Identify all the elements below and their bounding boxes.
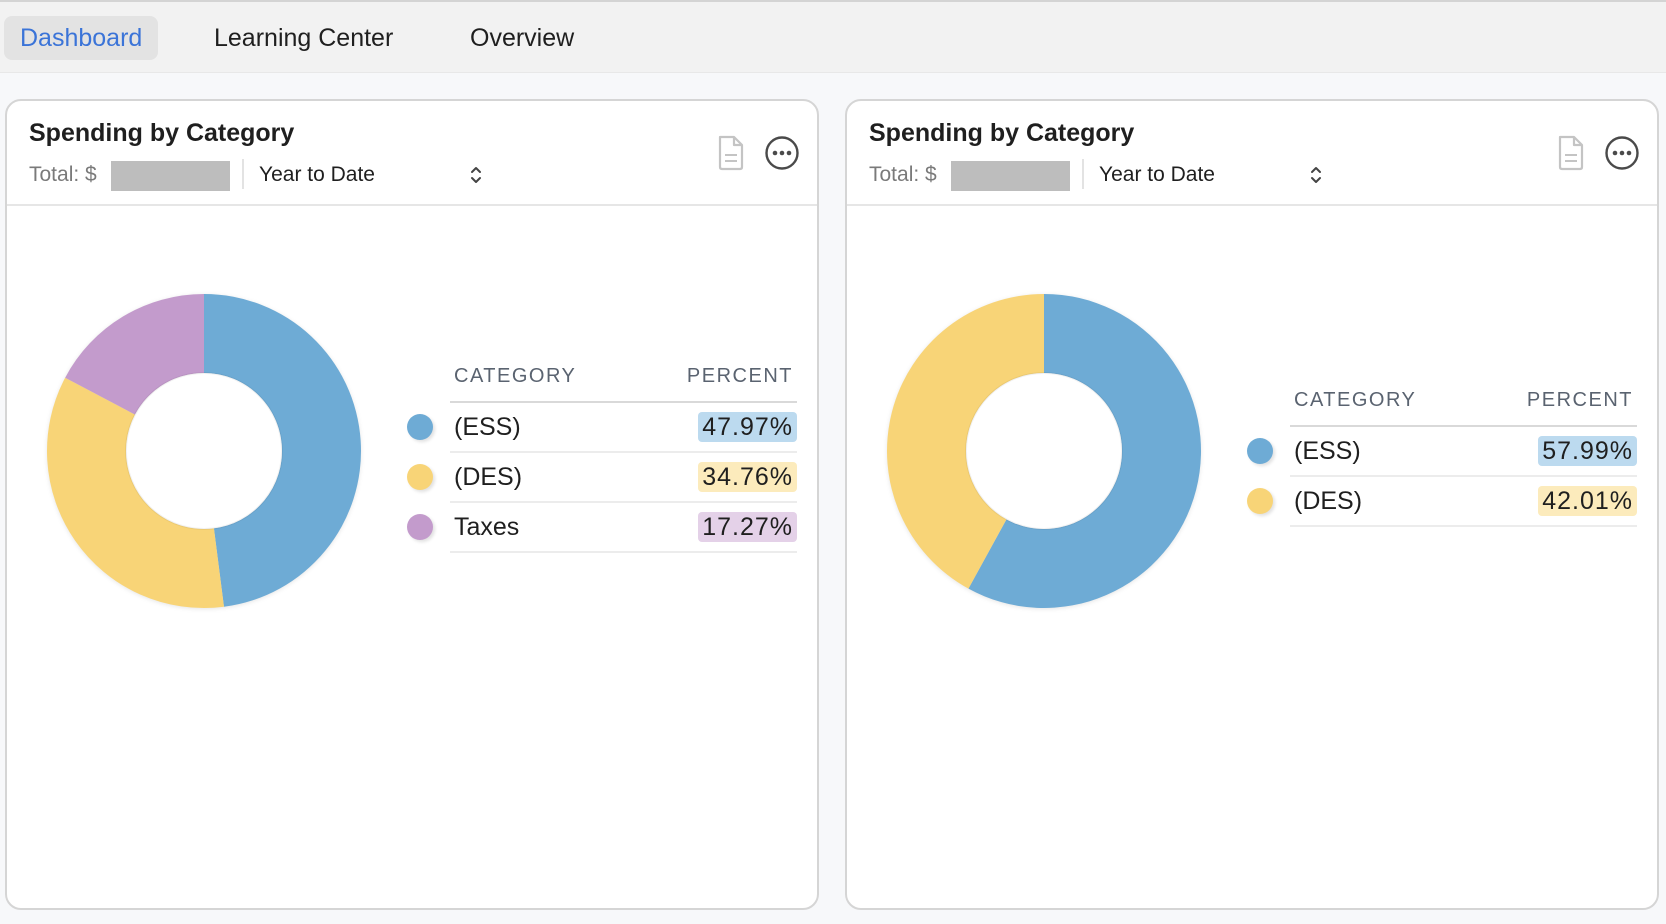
more-options-icon[interactable] [764,135,800,171]
spending-card-2: Spending by Category Total: $ Year to Da… [845,99,1659,910]
column-header-category: CATEGORY [454,365,577,387]
donut-slice-ess[interactable] [968,294,1201,608]
category-table: CATEGORY PERCENT (ESS) 47.97% (DES) 34.7… [407,355,797,553]
donut-chart [887,294,1201,609]
percent-badge: 47.97% [698,412,797,442]
tab-dashboard[interactable]: Dashboard [4,16,159,60]
donut-chart [46,294,362,609]
donut-slice-des[interactable] [46,377,224,608]
table-row: (ESS) 57.99% [1247,427,1637,477]
card-title: Spending by Category [29,119,295,147]
category-table: CATEGORY PERCENT (ESS) 57.99% (DES) 42.0… [1247,379,1637,527]
table-header: CATEGORY PERCENT [450,355,797,403]
percent-badge: 57.99% [1538,436,1637,466]
period-value: Year to Date [259,163,375,186]
spending-card-1: Spending by Category Total: $ Year to Da… [5,99,819,910]
total-value-redacted [111,161,230,191]
donut-hole [965,372,1123,530]
window-top-border [0,0,1666,2]
tab-learning-center[interactable]: Learning Center [214,24,394,52]
column-header-percent: PERCENT [686,365,793,387]
card-header: Spending by Category Total: $ Year to Da… [7,101,817,206]
percent-badge: 17.27% [698,512,797,542]
category-label: Taxes [454,513,520,541]
divider [1082,159,1084,189]
document-icon[interactable] [716,135,746,171]
table-row: Taxes 17.27% [407,503,797,553]
donut-slice-taxes[interactable] [65,294,204,415]
tab-overview[interactable]: Overview [470,24,575,52]
period-value: Year to Date [1099,163,1215,186]
legend-dot-ess [407,414,433,440]
donut-slice-des[interactable] [887,294,1044,589]
total-label: Total: $ [29,163,97,186]
category-label: (DES) [454,463,523,491]
column-header-category: CATEGORY [1294,389,1417,411]
column-header-percent: PERCENT [1526,389,1633,411]
percent-badge: 42.01% [1538,486,1637,516]
category-label: (DES) [1294,487,1363,515]
donut-slice-ess[interactable] [204,294,362,607]
legend-dot-des [407,464,433,490]
card-title: Spending by Category [869,119,1135,147]
card-header: Spending by Category Total: $ Year to Da… [847,101,1657,206]
table-row: (ESS) 47.97% [407,403,797,453]
total-value-redacted [951,161,1070,191]
table-row: (DES) 34.76% [407,453,797,503]
legend-dot-ess [1247,438,1273,464]
period-select[interactable]: Year to Date [1099,157,1339,193]
category-label: (ESS) [1294,437,1361,465]
table-header: CATEGORY PERCENT [1290,379,1637,427]
chevron-up-down-icon [1311,167,1321,183]
period-select[interactable]: Year to Date [259,157,499,193]
divider [242,159,244,189]
total-label: Total: $ [869,163,937,186]
more-options-icon[interactable] [1604,135,1640,171]
percent-badge: 34.76% [698,462,797,492]
chevron-up-down-icon [471,167,481,183]
category-label: (ESS) [454,413,521,441]
legend-dot-taxes [407,514,433,540]
legend-dot-des [1247,488,1273,514]
donut-hole [125,372,283,530]
top-nav: Dashboard Learning Center Overview [0,2,1666,73]
document-icon[interactable] [1556,135,1586,171]
table-row: (DES) 42.01% [1247,477,1637,527]
